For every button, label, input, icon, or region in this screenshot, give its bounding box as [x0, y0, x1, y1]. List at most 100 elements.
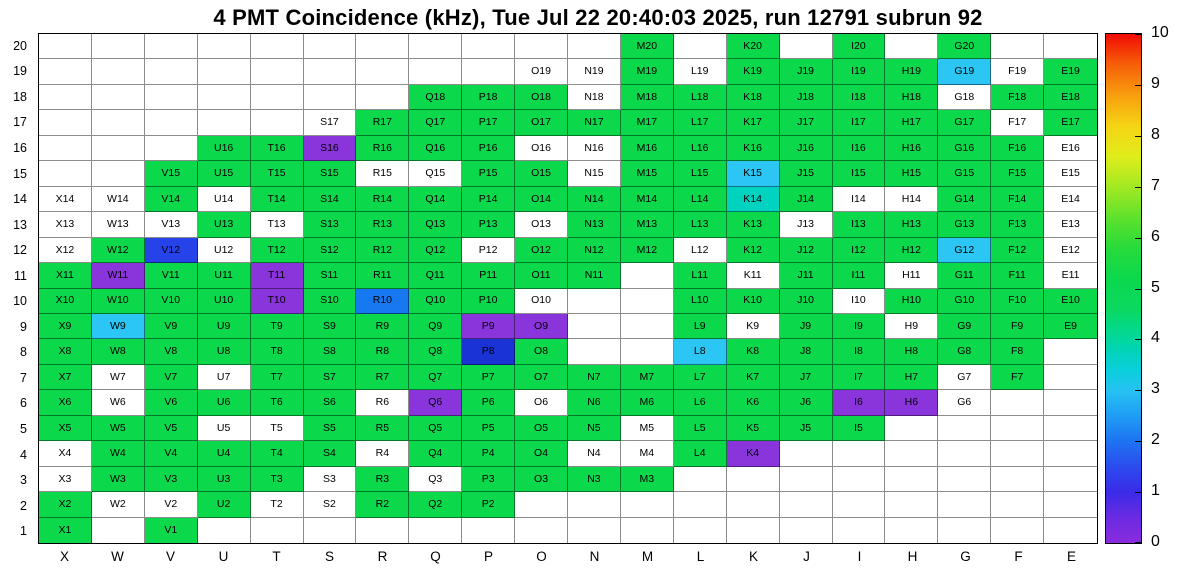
heatmap-cell-q11: Q11: [409, 263, 463, 289]
heatmap-cell-empty: [462, 34, 516, 60]
heatmap-cell-q18: Q18: [409, 84, 463, 111]
heatmap-cell-g12: G12: [938, 237, 992, 264]
heatmap-cell-r7: R7: [356, 364, 410, 391]
heatmap-cell-empty: [197, 34, 251, 60]
heatmap-cell-j14: J14: [779, 186, 833, 213]
heatmap-cell-empty: [832, 441, 886, 467]
heatmap-cell-u9: U9: [197, 313, 251, 340]
heatmap-cell-j10: J10: [779, 288, 833, 314]
heatmap-cell-p4: P4: [462, 441, 516, 467]
heatmap-cell-e18: E18: [1044, 84, 1097, 111]
y-axis-tick-label: 16: [13, 140, 27, 155]
y-axis-tick-label: 9: [20, 319, 27, 334]
heatmap-cell-empty: [144, 135, 198, 162]
heatmap-cell-empty: [568, 517, 621, 543]
heatmap-cell-h13: H13: [885, 212, 939, 238]
heatmap-cell-u14: U14: [197, 186, 251, 213]
heatmap-cell-g8: G8: [938, 339, 992, 365]
heatmap-cell-f12: F12: [991, 237, 1045, 264]
heatmap-cell-q3: Q3: [409, 466, 463, 493]
heatmap-cell-empty: [304, 517, 357, 543]
heatmap-cell-o10: O10: [515, 288, 568, 314]
heatmap-cell-q14: Q14: [409, 186, 463, 213]
heatmap-cell-i17: I17: [832, 110, 886, 136]
heatmap-cell-l9: L9: [673, 313, 727, 340]
x-axis-tick-label: I: [857, 549, 862, 564]
heatmap-cell-empty: [197, 84, 251, 111]
heatmap-cell-x4: X4: [39, 441, 92, 467]
heatmap-cell-i7: I7: [832, 364, 886, 391]
heatmap-cell-empty: [568, 34, 621, 60]
heatmap-cell-m7: M7: [620, 364, 674, 391]
x-axis-tick-label: E: [1066, 549, 1076, 564]
heatmap-cell-o7: O7: [515, 364, 568, 391]
heatmap-cell-n3: N3: [568, 466, 621, 493]
heatmap-cell-empty: [1044, 34, 1097, 60]
heatmap-cell-empty: [1044, 441, 1097, 467]
heatmap-cell-k5: K5: [726, 415, 780, 442]
heatmap-cell-x1: X1: [39, 517, 92, 543]
heatmap-cell-e15: E15: [1044, 161, 1097, 187]
heatmap-cell-t14: T14: [250, 186, 304, 213]
heatmap-cell-empty: [991, 492, 1045, 518]
heatmap-cell-empty: [673, 492, 727, 518]
heatmap-cell-s16: S16: [303, 135, 357, 162]
heatmap-cell-r10: R10: [356, 288, 410, 314]
colorbar-tick-mark: [1135, 542, 1141, 543]
heatmap-cell-i6: I6: [832, 390, 886, 416]
x-axis-tick-label: V: [165, 549, 175, 564]
heatmap-cell-u8: U8: [197, 339, 251, 365]
heatmap-cell-empty: [1044, 518, 1097, 543]
heatmap-cell-empty: [303, 84, 357, 111]
heatmap-cell-t5: T5: [250, 415, 304, 442]
heatmap-cell-o3: O3: [515, 466, 568, 493]
y-axis-tick-label: 5: [20, 421, 27, 436]
heatmap-cell-t9: T9: [250, 313, 304, 340]
heatmap-cell-q8: Q8: [409, 339, 463, 365]
heatmap-cell-e14: E14: [1044, 186, 1097, 213]
heatmap-cell-empty: [885, 415, 939, 442]
heatmap-cell-empty: [250, 110, 304, 136]
heatmap-cell-m6: M6: [620, 390, 674, 416]
heatmap-cell-empty: [779, 34, 833, 60]
heatmap-cell-j9: J9: [779, 313, 833, 340]
heatmap-cell-v11: V11: [144, 263, 198, 289]
heatmap-cell-empty: [885, 441, 939, 467]
heatmap-cell-q12: Q12: [409, 237, 463, 264]
heatmap-cell-g9: G9: [938, 313, 992, 340]
heatmap-cell-l4: L4: [673, 441, 727, 467]
heatmap-cell-r12: R12: [356, 237, 410, 264]
heatmap-cell-empty: [356, 59, 410, 85]
heatmap-cell-x5: X5: [39, 415, 92, 442]
heatmap-cell-empty: [144, 34, 198, 60]
heatmap-cell-empty: [779, 492, 833, 518]
colorbar-tick-label: 3: [1151, 380, 1160, 398]
heatmap-cell-f16: F16: [991, 135, 1045, 162]
heatmap-cell-p9: P9: [462, 313, 516, 340]
heatmap-cell-u5: U5: [197, 415, 251, 442]
heatmap-cell-i20: I20: [832, 34, 886, 60]
heatmap-cell-k9: K9: [726, 313, 780, 340]
heatmap-cell-k16: K16: [726, 135, 780, 162]
heatmap-cell-empty: [620, 263, 674, 289]
heatmap-cell-m14: M14: [620, 186, 674, 213]
heatmap-cell-r8: R8: [356, 339, 410, 365]
heatmap-cell-v12: V12: [144, 237, 198, 264]
heatmap-cell-empty: [938, 466, 992, 493]
heatmap-cell-n15: N15: [568, 161, 621, 187]
heatmap-cell-f9: F9: [991, 313, 1045, 340]
y-axis-tick-label: 1: [20, 524, 27, 539]
heatmap-cell-e17: E17: [1044, 110, 1097, 136]
heatmap-cell-empty: [39, 34, 92, 60]
heatmap-cell-f8: F8: [991, 339, 1045, 365]
heatmap-cell-j7: J7: [779, 364, 833, 391]
heatmap-cell-empty: [303, 59, 357, 85]
y-axis-tick-label: 4: [20, 447, 27, 462]
heatmap-cell-l17: L17: [673, 110, 727, 136]
heatmap-cell-r4: R4: [356, 441, 410, 467]
heatmap-cell-l13: L13: [673, 212, 727, 238]
heatmap-cell-v9: V9: [144, 313, 198, 340]
heatmap-cell-empty: [833, 517, 886, 543]
heatmap-cell-v3: V3: [144, 466, 198, 493]
heatmap-cell-empty: [462, 517, 516, 543]
